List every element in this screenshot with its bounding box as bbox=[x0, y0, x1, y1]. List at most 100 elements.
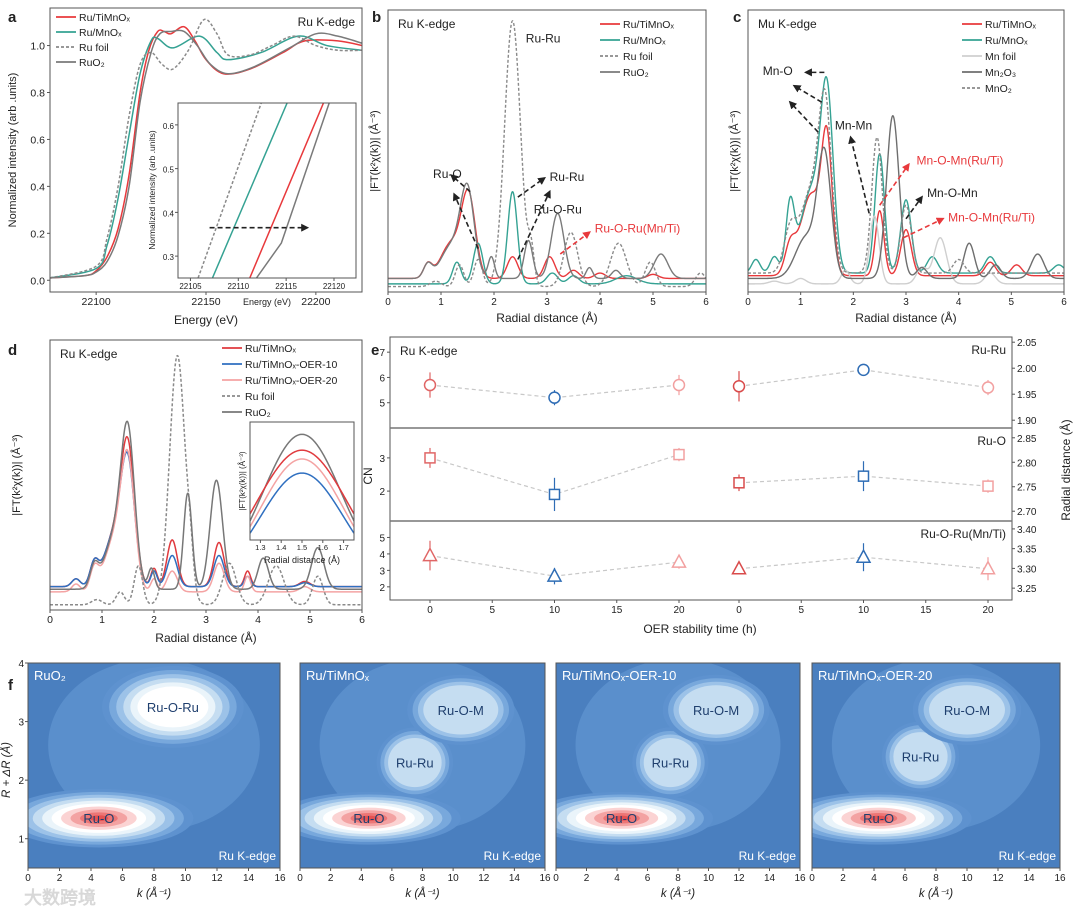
contour-level bbox=[678, 685, 754, 735]
legend-label: Ru/MnOₓ bbox=[985, 35, 1028, 47]
legend-label: Ru/TiMnOₓ bbox=[623, 19, 674, 31]
y-tick-label: 2 bbox=[18, 776, 24, 787]
cn-tick-label: 4 bbox=[379, 550, 385, 561]
y-axis-label: |FT(k²χ(k))| (Å⁻³) bbox=[368, 110, 381, 191]
x-tick-label: 5 bbox=[489, 605, 495, 616]
y-tick-label: 0.2 bbox=[30, 228, 45, 240]
x-tick-label: 10 bbox=[448, 873, 460, 884]
contour-level bbox=[423, 685, 499, 735]
x-tick-label: 3 bbox=[903, 297, 909, 308]
legend-label: MnO₂ bbox=[985, 83, 1012, 95]
edge-label: Ru K-edge bbox=[60, 347, 118, 361]
contour-level bbox=[137, 686, 209, 728]
inset-series-line-2 bbox=[249, 103, 325, 278]
x-axis-label: k (Å⁻¹) bbox=[661, 887, 695, 900]
data-point-circle bbox=[732, 380, 746, 393]
rd-tick-label: 2.75 bbox=[1017, 483, 1037, 494]
x-tick-label: 0 bbox=[385, 297, 391, 308]
peak-annotation: Mn-Mn bbox=[835, 118, 872, 132]
data-point-square bbox=[673, 448, 685, 461]
x-tick-label: 22100 bbox=[82, 296, 111, 308]
x-tick-label: 4 bbox=[88, 873, 94, 884]
x-tick-label: 4 bbox=[956, 297, 962, 308]
y-axis-label: Normalized intensity (arb .units) bbox=[7, 73, 19, 228]
x-tick-label: 0 bbox=[297, 873, 303, 884]
x-tick-label: 6 bbox=[645, 873, 651, 884]
plot-frame-b bbox=[387, 9, 707, 293]
x-tick-label: 10 bbox=[549, 605, 561, 616]
x-tick-label: 12 bbox=[211, 873, 223, 884]
y-tick-label: 0.3 bbox=[163, 253, 175, 262]
contour-map bbox=[812, 663, 1060, 868]
inset-x-label: Radial distance (Å) bbox=[264, 555, 340, 565]
edge-label: Ru K-edge bbox=[298, 15, 356, 29]
x-tick-label: 2 bbox=[851, 297, 857, 308]
subplot-label: Ru-Ru bbox=[971, 343, 1006, 357]
y-tick-label: 1 bbox=[18, 835, 24, 846]
edge-label: Ru K-edge bbox=[739, 849, 797, 863]
y-tick-label: 0.4 bbox=[30, 181, 45, 193]
x-tick-label: 2 bbox=[491, 297, 497, 308]
legend-label: Ru/TiMnOₓ bbox=[985, 19, 1036, 31]
x-tick-label: 12 bbox=[478, 873, 490, 884]
x-tick-label: 1.6 bbox=[318, 543, 328, 552]
rd-tick-label: 3.25 bbox=[1017, 584, 1037, 595]
annotation-arrow bbox=[848, 135, 870, 214]
rd-tick-label: 2.00 bbox=[1017, 364, 1037, 375]
x-tick-label: 12 bbox=[992, 873, 1004, 884]
x-tick-label: 0 bbox=[25, 873, 31, 884]
data-point-square bbox=[424, 452, 436, 464]
x-tick-label: 10 bbox=[858, 605, 870, 616]
x-tick-label: 22115 bbox=[275, 282, 297, 291]
cn-tick-label: 5 bbox=[379, 533, 385, 544]
x-tick-label: 2 bbox=[151, 614, 157, 626]
feature-label: Ru-O-Ru bbox=[147, 700, 199, 715]
inset-bg bbox=[250, 422, 354, 540]
annotation-arrow bbox=[905, 195, 923, 220]
data-point-circle bbox=[548, 391, 561, 404]
panel-label: d bbox=[8, 342, 17, 359]
x-tick-label: 15 bbox=[611, 605, 623, 616]
legend-label: Ru/MnOₓ bbox=[623, 35, 666, 47]
rd-tick-label: 2.80 bbox=[1017, 458, 1037, 469]
x-axis-label: k (Å⁻¹) bbox=[919, 887, 953, 900]
feature-label: Ru-O-M bbox=[944, 703, 990, 718]
legend-label: Ru/MnOₓ bbox=[79, 27, 122, 39]
rd-tick-label: 1.95 bbox=[1017, 390, 1037, 401]
data-point-triangle bbox=[422, 546, 438, 562]
series-line-2 bbox=[388, 20, 706, 288]
x-tick-label: 4 bbox=[358, 873, 364, 884]
inset-y-label: Normalized intensity (arb .units) bbox=[147, 130, 157, 250]
x-tick-label: 5 bbox=[650, 297, 656, 308]
legend-label: Ru foil bbox=[79, 42, 109, 54]
x-tick-label: 0 bbox=[745, 297, 751, 308]
x-tick-label: 5 bbox=[1009, 297, 1015, 308]
rd-tick-label: 3.40 bbox=[1017, 525, 1037, 536]
y-axis-label: |FT(k²χ(k))| (Å⁻³) bbox=[10, 434, 23, 515]
y-tick-label: 0.4 bbox=[163, 209, 175, 218]
contour-level bbox=[388, 737, 442, 788]
inset-series-line-1 bbox=[211, 103, 288, 278]
legend-label: Ru/TiMnOₓ bbox=[79, 12, 130, 24]
x-tick-label: 1.7 bbox=[338, 543, 348, 552]
series-line-2 bbox=[50, 448, 362, 593]
x-tick-label: 6 bbox=[120, 873, 126, 884]
feature-label: Ru-O bbox=[863, 811, 894, 826]
contour-map bbox=[300, 663, 545, 868]
series-line-3 bbox=[50, 29, 362, 279]
legend-label: Ru/TiMnOₓ-OER-10 bbox=[245, 359, 337, 371]
contour-level bbox=[869, 815, 888, 821]
cn-tick-label: 3 bbox=[379, 454, 385, 465]
y-tick-label: 0.6 bbox=[30, 134, 45, 146]
data-point-circle bbox=[857, 363, 870, 377]
series-line-4 bbox=[50, 420, 362, 590]
annotation-arrow bbox=[788, 100, 819, 133]
x-tick-label: 20 bbox=[673, 605, 685, 616]
series-line-3 bbox=[50, 354, 362, 606]
y-tick-label: 0.8 bbox=[30, 87, 45, 99]
x-tick-label: 10 bbox=[180, 873, 192, 884]
x-tick-label: 1 bbox=[798, 297, 804, 308]
x-tick-label: 4 bbox=[255, 614, 261, 626]
annotation-arrow bbox=[879, 162, 910, 206]
edge-label: Mu K-edge bbox=[758, 17, 817, 31]
